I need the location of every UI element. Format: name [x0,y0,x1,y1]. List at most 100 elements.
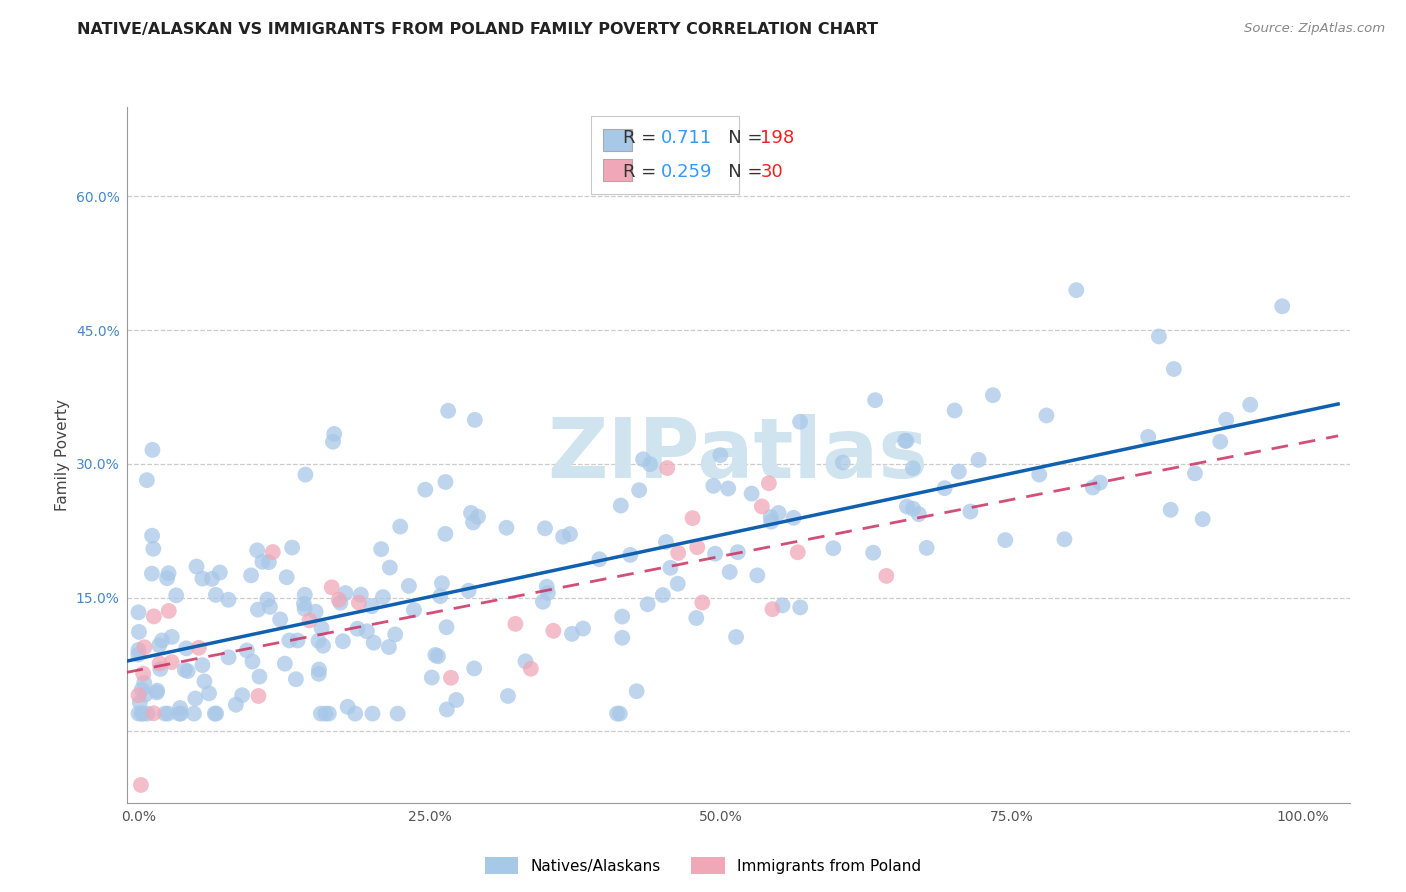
Point [356,624,378,639]
Point [176,664,198,678]
Point [543,624,565,638]
Point [759,515,782,529]
Point [153,706,176,721]
Text: 30: 30 [761,163,783,181]
Point [534,521,557,535]
Point [240,568,263,582]
Point [994,533,1017,547]
Point [387,706,409,721]
Point [402,603,425,617]
Point [682,511,704,525]
Point [165,588,187,602]
Point [378,560,401,574]
Point [561,627,583,641]
Point [553,530,575,544]
Point [943,403,966,417]
Point [637,597,659,611]
Point [274,657,297,671]
Point [772,599,794,613]
Point [142,609,165,624]
Point [157,604,180,618]
Point [725,630,748,644]
Point [231,688,253,702]
Point [128,624,150,639]
Point [446,693,468,707]
Text: R =: R = [623,128,662,147]
Point [558,527,581,541]
Text: NATIVE/ALASKAN VS IMMIGRANTS FROM POLAND FAMILY POVERTY CORRELATION CHART: NATIVE/ALASKAN VS IMMIGRANTS FROM POLAND… [77,22,879,37]
Point [434,475,457,489]
Point [193,674,215,689]
Point [204,706,226,721]
Point [145,685,167,699]
Point [626,684,648,698]
Point [217,592,239,607]
Point [436,620,458,634]
Point [426,649,449,664]
Point [169,701,191,715]
Point [294,467,316,482]
Point [371,590,394,604]
Point [747,568,769,582]
Point [142,541,165,556]
Point [134,640,156,655]
Point [136,706,159,721]
Point [1215,412,1237,426]
Point [619,548,641,562]
Point [127,643,149,657]
Point [901,461,924,475]
Point [434,527,457,541]
Point [304,605,326,619]
Point [425,648,447,662]
Point [128,688,150,702]
Point [1163,362,1185,376]
Point [1239,398,1261,412]
Point [247,689,270,703]
Point [657,461,679,475]
Point [659,561,682,575]
Point [758,476,780,491]
Point [156,571,179,585]
Point [186,559,208,574]
Point [148,638,170,652]
Point [536,580,558,594]
Point [246,602,269,616]
Point [135,473,157,487]
Point [360,599,382,614]
Point [257,555,280,569]
Point [761,602,783,616]
Point [537,586,560,600]
Point [335,586,357,600]
Point [520,662,543,676]
Point [389,519,412,533]
Point [463,661,485,675]
Point [651,588,673,602]
Point [322,434,344,449]
Point [782,511,804,525]
Point [141,529,163,543]
Point [1184,467,1206,481]
Point [378,640,401,654]
Point [727,545,749,559]
Point [572,622,595,636]
Point [187,640,209,655]
Point [1160,503,1182,517]
Point [717,482,740,496]
Point [1035,409,1057,423]
Point [318,706,340,721]
Point [132,706,155,721]
Point [1191,512,1213,526]
Point [741,486,763,500]
Point [332,634,354,648]
Point [505,616,527,631]
Point [308,666,330,681]
Point [242,655,264,669]
Point [256,592,278,607]
Point [967,453,990,467]
Point [1081,480,1104,494]
Text: 0.711: 0.711 [661,128,711,147]
Point [628,483,651,498]
Point [420,671,443,685]
Point [429,589,451,603]
Point [831,456,853,470]
